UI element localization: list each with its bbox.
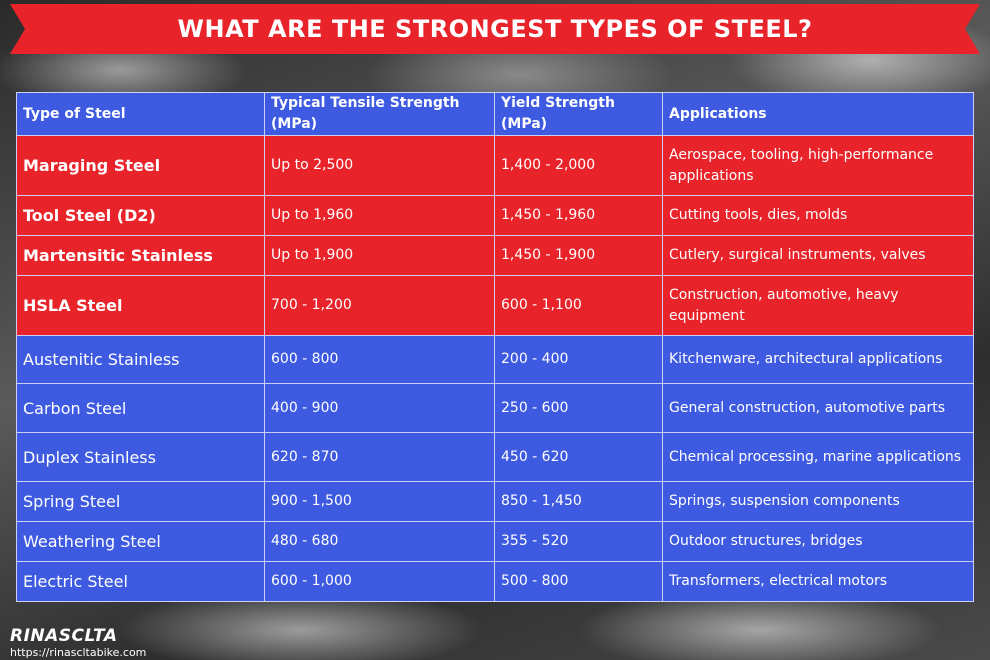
- table-cell: Up to 1,900: [264, 235, 495, 276]
- banner-shape: [10, 4, 980, 54]
- header-cell: Yield Strength (MPa): [494, 92, 663, 136]
- table-cell: Aerospace, tooling, high-performance app…: [662, 135, 974, 196]
- steel-type: Maraging Steel: [16, 135, 265, 196]
- table-row: Maraging Steel Up to 2,500 1,400 - 2,000 Ae…: [16, 135, 974, 196]
- table-cell: 700 - 1,200: [264, 275, 495, 336]
- table-cell: Up to 2,500: [264, 135, 495, 196]
- table-cell: 600 - 800: [264, 335, 495, 384]
- table-cell: 600 - 1,000: [264, 561, 495, 602]
- table-cell: 355 - 520: [494, 521, 663, 562]
- table-cell: 200 - 400: [494, 335, 663, 384]
- table-cell: Springs, suspension components: [662, 481, 974, 522]
- steel-type: Duplex Stainless: [16, 432, 265, 482]
- header-cell: Type of Steel: [16, 92, 265, 136]
- table-cell: General construction, automotive parts: [662, 383, 974, 433]
- table-cell: 850 - 1,450: [494, 481, 663, 522]
- steel-type: Martensitic Stainless: [16, 235, 265, 276]
- steel-type: Weathering Steel: [16, 521, 265, 562]
- table-cell: Transformers, electrical motors: [662, 561, 974, 602]
- table-cell: Up to 1,960: [264, 195, 495, 236]
- table-row: Tool Steel (D2) Up to 1,960 1,450 - 1,960 C…: [16, 195, 974, 236]
- table-row: Austenitic Stainless 600 - 800 200 - 400 Ki…: [16, 335, 974, 384]
- brand-url: https://rinascltabike.com: [10, 646, 147, 659]
- title: WHAT ARE THE STRONGEST TYPES OF STEEL?: [177, 15, 813, 43]
- table-cell: 400 - 900: [264, 383, 495, 433]
- table-cell: Construction, automotive, heavy equipmen…: [662, 275, 974, 336]
- header-cell: Applications: [662, 92, 974, 136]
- header-row: Type of Steel Typical Tensile Strength (M…: [16, 92, 974, 136]
- table-row: Spring Steel 900 - 1,500 850 - 1,450 Spring…: [16, 481, 974, 522]
- table-row: Electric Steel 600 - 1,000 500 - 800 Transf…: [16, 561, 974, 602]
- table-cell: 1,450 - 1,960: [494, 195, 663, 236]
- steel-type: Electric Steel: [16, 561, 265, 602]
- table-row: Carbon Steel 400 - 900 250 - 600 General co…: [16, 383, 974, 433]
- table-cell: 480 - 680: [264, 521, 495, 562]
- title-banner: [10, 4, 980, 54]
- table-cell: Kitchenware, architectural applications: [662, 335, 974, 384]
- steel-table: Type of Steel Typical Tensile Strength (M…: [16, 92, 974, 602]
- brand-logo: RINASCLTA: [10, 626, 118, 646]
- table-row: HSLA Steel 700 - 1,200 600 - 1,100 Construc…: [16, 275, 974, 336]
- table-cell: Outdoor structures, bridges: [662, 521, 974, 562]
- table-cell: Cutting tools, dies, molds: [662, 195, 974, 236]
- table-cell: 500 - 800: [494, 561, 663, 602]
- table-row: Weathering Steel 480 - 680 355 - 520 Outdoo…: [16, 521, 974, 562]
- table-row: Duplex Stainless 620 - 870 450 - 620 Chemic…: [16, 432, 974, 482]
- table-cell: Chemical processing, marine applications: [662, 432, 974, 482]
- steel-type: Carbon Steel: [16, 383, 265, 433]
- table-cell: 450 - 620: [494, 432, 663, 482]
- steel-type: HSLA Steel: [16, 275, 265, 336]
- table-cell: 1,400 - 2,000: [494, 135, 663, 196]
- table-cell: 1,450 - 1,900: [494, 235, 663, 276]
- table-cell: 600 - 1,100: [494, 275, 663, 336]
- table-cell: Cutlery, surgical instruments, valves: [662, 235, 974, 276]
- steel-type: Austenitic Stainless: [16, 335, 265, 384]
- steel-type: Tool Steel (D2): [16, 195, 265, 236]
- table-cell: 620 - 870: [264, 432, 495, 482]
- table-row: Martensitic Stainless Up to 1,900 1,450 - …: [16, 235, 974, 276]
- table-cell: 900 - 1,500: [264, 481, 495, 522]
- steel-type: Spring Steel: [16, 481, 265, 522]
- header-cell: Typical Tensile Strength (MPa): [264, 92, 495, 136]
- table-cell: 250 - 600: [494, 383, 663, 433]
